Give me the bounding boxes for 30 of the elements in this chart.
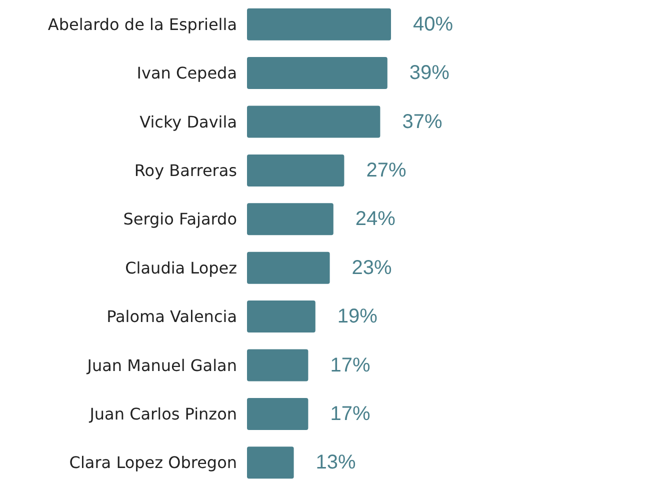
data-label: 37%	[402, 110, 442, 133]
bar	[247, 252, 330, 284]
bar	[247, 154, 344, 186]
data-label: 13%	[316, 452, 356, 474]
data-label: 40%	[413, 13, 454, 36]
data-label: 39%	[409, 62, 450, 84]
bar	[247, 446, 294, 479]
y-tick-label: Roy Barreras	[134, 160, 237, 180]
data-label: 24%	[355, 208, 396, 230]
bar	[247, 300, 316, 333]
y-tick-label: Abelardo de la Espriella	[48, 14, 237, 34]
data-label: 19%	[337, 306, 378, 328]
bar	[247, 398, 308, 430]
bar	[247, 8, 391, 40]
bar	[247, 203, 334, 236]
y-tick-label: Juan Manuel Galan	[86, 356, 237, 375]
data-label: 17%	[330, 402, 370, 425]
data-label: 17%	[330, 354, 370, 376]
y-tick-label: Sergio Fajardo	[123, 210, 237, 229]
bar	[247, 349, 308, 382]
data-label: 27%	[366, 159, 406, 182]
y-tick-label: Clara Lopez Obregon	[69, 453, 237, 472]
data-label: 23%	[352, 256, 392, 279]
bar	[247, 106, 380, 138]
y-tick-label: Ivan Cepeda	[136, 64, 237, 83]
y-tick-label: Juan Carlos Pinzon	[88, 404, 237, 424]
y-tick-label: Paloma Valencia	[106, 307, 237, 326]
y-tick-label: Claudia Lopez	[125, 258, 237, 278]
bar	[247, 57, 388, 90]
y-tick-label: Vicky Davila	[140, 112, 237, 132]
